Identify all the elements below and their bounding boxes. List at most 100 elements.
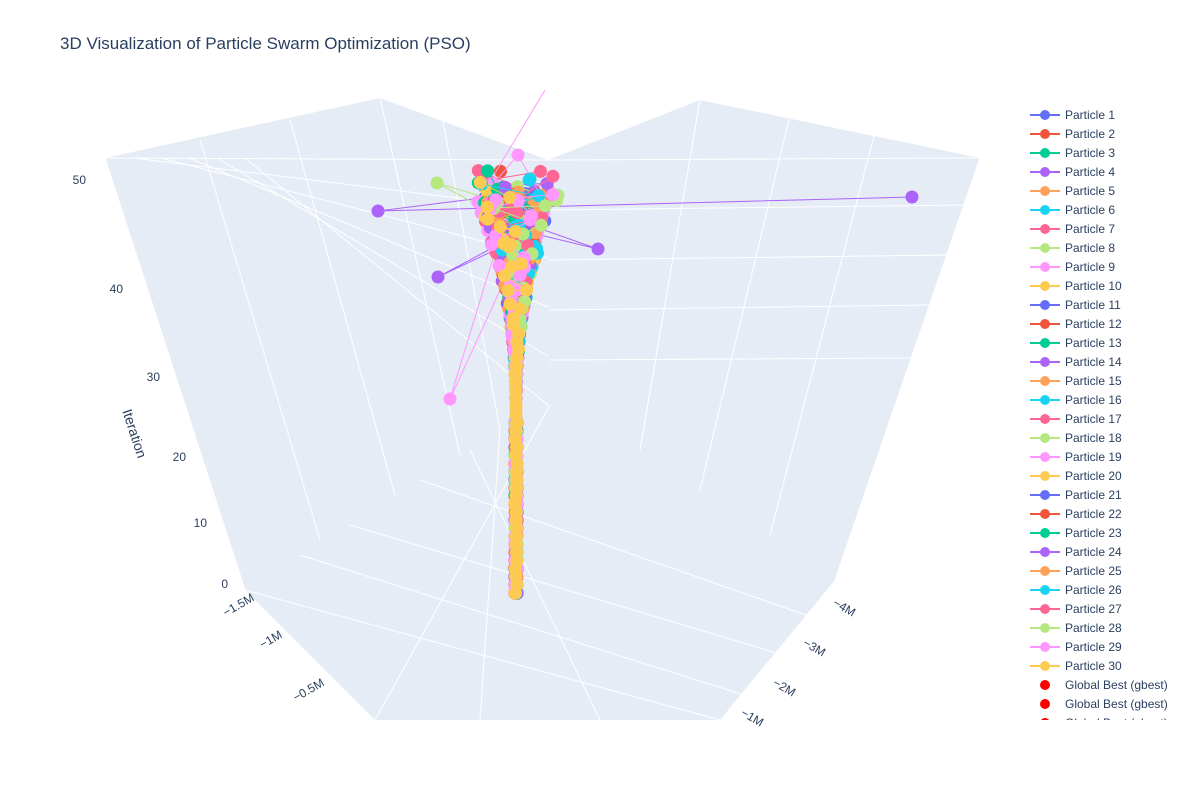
- particle-marker: [497, 237, 511, 251]
- legend-swatch-icon: [1030, 337, 1060, 349]
- particle-marker: [497, 269, 511, 283]
- legend-swatch-icon: [1030, 242, 1060, 254]
- legend-item-particle-22[interactable]: Particle 22: [1030, 504, 1200, 523]
- legend-label: Particle 22: [1065, 506, 1122, 521]
- legend-item-particle-18[interactable]: Particle 18: [1030, 428, 1200, 447]
- particle-marker: [481, 164, 495, 178]
- legend-label: Global Best (gbest): [1065, 677, 1168, 692]
- legend-label: Particle 6: [1065, 202, 1116, 217]
- legend-label: Global Best (gbest): [1065, 696, 1168, 711]
- legend-item-particle-7[interactable]: Particle 7: [1030, 219, 1200, 238]
- particle-marker: [494, 164, 507, 178]
- z-tick-label: 20: [173, 450, 187, 464]
- legend-swatch-icon: [1030, 356, 1060, 368]
- legend-item-particle-17[interactable]: Particle 17: [1030, 409, 1200, 428]
- legend-swatch-icon: [1030, 223, 1060, 235]
- legend-item-particle-8[interactable]: Particle 8: [1030, 238, 1200, 257]
- grid-line: [349, 524, 801, 661]
- legend-swatch-icon: [1030, 147, 1060, 159]
- y-tick-label: −3M: [801, 635, 829, 659]
- particle-marker: [501, 283, 515, 297]
- grid-line: [244, 157, 549, 406]
- legend-label: Particle 27: [1065, 601, 1122, 616]
- grid-line: [104, 157, 549, 161]
- legend-item-particle-27[interactable]: Particle 27: [1030, 599, 1200, 618]
- particle-marker: [509, 225, 522, 238]
- legend-swatch-icon: [1030, 489, 1060, 501]
- legend[interactable]: Particle 1 Particle 2 Particle 3 Particle 4…: [1030, 105, 1200, 720]
- legend-label: Particle 4: [1065, 164, 1116, 179]
- legend-item-particle-6[interactable]: Particle 6: [1030, 200, 1200, 219]
- x-tick-label: −1.5M: [220, 590, 256, 619]
- z-tick-label: 40: [110, 282, 124, 296]
- legend-item-particle-28[interactable]: Particle 28: [1030, 618, 1200, 637]
- legend-item-particle-9[interactable]: Particle 9: [1030, 257, 1200, 276]
- grid-line: [160, 157, 549, 259]
- legend-item-global-best[interactable]: Global Best (gbest): [1030, 713, 1200, 720]
- legend-item-particle-14[interactable]: Particle 14: [1030, 352, 1200, 371]
- legend-swatch-icon: [1030, 394, 1060, 406]
- legend-item-particle-30[interactable]: Particle 30: [1030, 656, 1200, 675]
- left-wall: [105, 98, 550, 590]
- legend-label: Particle 19: [1065, 449, 1122, 464]
- legend-item-particle-19[interactable]: Particle 19: [1030, 447, 1200, 466]
- grid-line: [419, 479, 821, 621]
- legend-item-particle-10[interactable]: Particle 10: [1030, 276, 1200, 295]
- legend-label: Particle 12: [1065, 316, 1122, 331]
- legend-item-particle-12[interactable]: Particle 12: [1030, 314, 1200, 333]
- grid-line: [188, 157, 549, 308]
- legend-item-particle-16[interactable]: Particle 16: [1030, 390, 1200, 409]
- legend-label: Particle 20: [1065, 468, 1122, 483]
- legend-item-particle-5[interactable]: Particle 5: [1030, 181, 1200, 200]
- legend-item-particle-20[interactable]: Particle 20: [1030, 466, 1200, 485]
- legend-item-particle-15[interactable]: Particle 15: [1030, 371, 1200, 390]
- particle-marker: [591, 242, 605, 256]
- legend-label: Particle 29: [1065, 639, 1122, 654]
- grid-line: [104, 157, 246, 591]
- legend-item-particle-23[interactable]: Particle 23: [1030, 523, 1200, 542]
- legend-label: Particle 17: [1065, 411, 1122, 426]
- z-tick-label: 10: [194, 516, 208, 530]
- legend-item-global-best[interactable]: Global Best (gbest): [1030, 675, 1200, 694]
- particle-marker: [480, 200, 494, 214]
- particle-marker: [905, 190, 919, 204]
- legend-item-global-best[interactable]: Global Best (gbest): [1030, 694, 1200, 713]
- legend-swatch-icon: [1030, 185, 1060, 197]
- particle-marker: [431, 270, 445, 284]
- legend-swatch-icon: [1030, 166, 1060, 178]
- legend-item-particle-4[interactable]: Particle 4: [1030, 162, 1200, 181]
- legend-item-particle-11[interactable]: Particle 11: [1030, 295, 1200, 314]
- legend-item-particle-25[interactable]: Particle 25: [1030, 561, 1200, 580]
- legend-label: Particle 11: [1065, 297, 1121, 312]
- legend-label: Particle 9: [1065, 259, 1116, 274]
- legend-item-particle-29[interactable]: Particle 29: [1030, 637, 1200, 656]
- legend-swatch-icon: [1030, 546, 1060, 558]
- legend-swatch-icon: [1030, 622, 1060, 634]
- legend-item-particle-13[interactable]: Particle 13: [1030, 333, 1200, 352]
- particle-marker: [493, 220, 507, 234]
- legend-item-particle-24[interactable]: Particle 24: [1030, 542, 1200, 561]
- legend-item-particle-26[interactable]: Particle 26: [1030, 580, 1200, 599]
- z-axis-title: Iteration: [119, 407, 150, 460]
- legend-item-particle-3[interactable]: Particle 3: [1030, 143, 1200, 162]
- particle-marker: [534, 164, 547, 178]
- x-tick-label: −0.5M: [290, 675, 326, 704]
- legend-swatch-icon: [1030, 679, 1060, 691]
- y-tick-label: −1M: [739, 705, 767, 729]
- particle-marker: [498, 180, 512, 194]
- grid-line: [299, 554, 761, 701]
- grid-line: [216, 157, 549, 357]
- legend-item-particle-21[interactable]: Particle 21: [1030, 485, 1200, 504]
- legend-swatch-icon: [1030, 717, 1060, 720]
- grid-line: [548, 204, 966, 211]
- legend-label: Particle 1: [1065, 107, 1116, 122]
- legend-swatch-icon: [1030, 261, 1060, 273]
- legend-item-particle-2[interactable]: Particle 2: [1030, 124, 1200, 143]
- grid-line: [244, 589, 721, 721]
- grid-line: [547, 157, 981, 161]
- particle-marker: [546, 188, 560, 202]
- floor: [245, 405, 835, 720]
- particle-marker: [524, 209, 538, 223]
- legend-item-particle-1[interactable]: Particle 1: [1030, 105, 1200, 124]
